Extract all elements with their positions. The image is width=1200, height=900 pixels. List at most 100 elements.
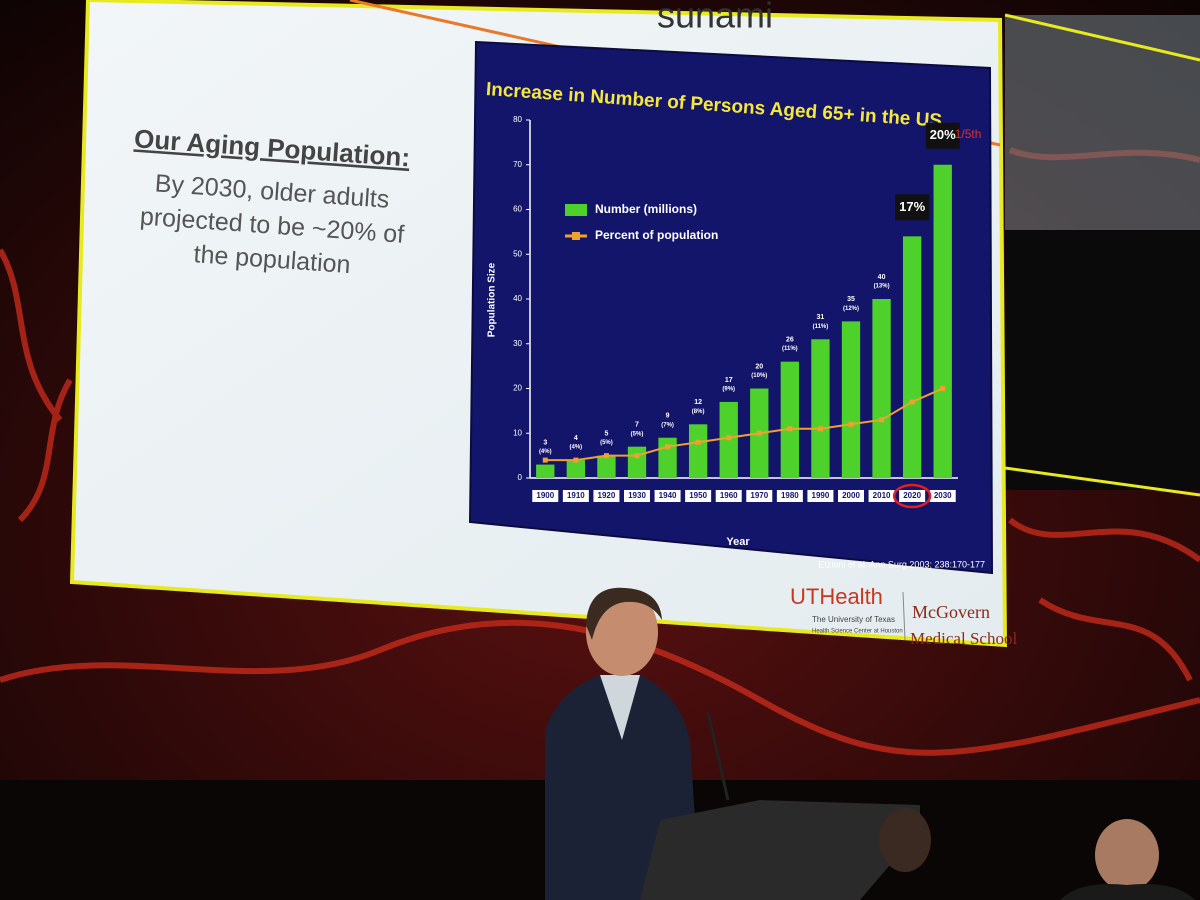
logo-brand: UTHealth xyxy=(790,584,883,609)
x-tick-label: 2010 xyxy=(873,491,891,500)
percent-label: (5%) xyxy=(631,431,644,437)
bar xyxy=(872,299,891,478)
percent-point xyxy=(787,426,793,432)
x-label-box xyxy=(685,490,712,502)
percent-point xyxy=(756,430,762,436)
y-tick-label: 40 xyxy=(513,294,522,303)
percent-point xyxy=(634,453,640,459)
percent-point xyxy=(665,444,671,450)
percent-point xyxy=(695,439,701,445)
logo-line: The University of Texas xyxy=(812,615,895,624)
podium xyxy=(640,800,920,900)
x-label-box xyxy=(776,490,803,502)
slide-title: sunami xyxy=(657,0,773,36)
percent-point xyxy=(848,421,854,427)
bar-value-label: 20 xyxy=(755,363,763,370)
x-tick-label: 1930 xyxy=(628,491,646,500)
bar xyxy=(688,424,708,478)
percent-point xyxy=(940,386,946,391)
side-border xyxy=(1004,466,1200,497)
logo-school: McGovern xyxy=(912,602,990,622)
percent-label: 17% xyxy=(899,199,925,214)
y-tick-label: 80 xyxy=(513,115,522,124)
x-label-box xyxy=(838,490,864,502)
x-label-box xyxy=(868,490,895,502)
x-tick-label: 1910 xyxy=(567,491,585,500)
bar-value-label: 26 xyxy=(786,336,794,343)
percent-label: (10%) xyxy=(751,373,767,379)
percent-label: (5%) xyxy=(600,440,613,446)
y-tick-label: 30 xyxy=(513,339,522,348)
percent-point xyxy=(603,453,609,459)
microphone xyxy=(706,711,730,801)
side-screen xyxy=(1005,15,1200,230)
x-label-box xyxy=(746,490,773,502)
x-axis-label: Year xyxy=(726,536,750,548)
x-tick-label: 1940 xyxy=(659,491,677,500)
percent-box xyxy=(925,122,960,149)
percent-label: (8%) xyxy=(692,409,705,415)
bar-value-label: 17 xyxy=(725,377,733,384)
logo-school: Medical School xyxy=(910,629,1017,648)
bar xyxy=(566,460,586,478)
bar-value-label: 40 xyxy=(878,274,886,281)
bar-value-label: 9 xyxy=(666,413,670,420)
bar-value-label: 3 xyxy=(543,439,547,446)
legend-marker xyxy=(572,232,580,240)
bar xyxy=(658,437,677,478)
x-tick-label: 1960 xyxy=(720,491,738,500)
highlight-circle xyxy=(892,483,932,509)
x-tick-label: 1900 xyxy=(536,491,554,500)
percent-point xyxy=(817,426,823,432)
percent-label: (7%) xyxy=(661,422,674,428)
source: Etzioni et al. Ann Surg 2003; 238:170-17… xyxy=(818,559,985,569)
percent-label: (11%) xyxy=(813,324,829,330)
percent-label: (11%) xyxy=(782,346,798,352)
bar xyxy=(841,321,861,478)
y-axis-label: Population Size xyxy=(487,262,498,337)
x-tick-label: 2030 xyxy=(934,491,952,500)
legend-swatch xyxy=(565,204,587,216)
percent-label: (4%) xyxy=(570,445,583,451)
y-tick-label: 0 xyxy=(518,473,523,482)
x-label-box xyxy=(929,490,956,502)
percent-label: (9%) xyxy=(722,387,735,393)
x-tick-label: 1970 xyxy=(750,491,768,500)
logo-divider xyxy=(902,591,906,641)
x-label-box xyxy=(715,490,742,502)
bar xyxy=(902,236,922,478)
side-border xyxy=(1004,13,1200,62)
chart-panel xyxy=(468,40,994,575)
percent-label: (12%) xyxy=(843,306,859,312)
bar-value-label: 5 xyxy=(604,430,608,437)
bar xyxy=(811,339,830,478)
bar xyxy=(780,361,800,478)
percent-label: (4%) xyxy=(539,449,552,455)
y-tick-label: 20 xyxy=(513,384,522,393)
percent-point xyxy=(879,417,885,423)
percent-point xyxy=(573,457,579,463)
percent-line xyxy=(545,387,944,462)
bar-value-label: 7 xyxy=(635,422,639,429)
bar xyxy=(933,164,952,478)
y-tick-label: 60 xyxy=(513,205,522,214)
legend-label: Percent of population xyxy=(595,228,718,242)
percent-point xyxy=(542,457,548,463)
x-tick-label: 2000 xyxy=(842,491,860,500)
logo-line: Health Science Center at Houston xyxy=(812,629,903,635)
legend-label: Number (millions) xyxy=(595,202,697,216)
x-label-box xyxy=(654,490,681,502)
y-tick-label: 10 xyxy=(513,428,522,437)
percent-label: (13%) xyxy=(874,284,890,290)
bar-value-label: 35 xyxy=(847,296,855,303)
percent-point xyxy=(726,435,732,441)
audience xyxy=(879,808,1195,900)
y-tick-label: 70 xyxy=(513,160,522,169)
x-tick-label: 1990 xyxy=(812,491,830,500)
percent-point xyxy=(909,399,915,405)
x-tick-label: 1920 xyxy=(598,491,616,500)
x-label-box xyxy=(807,490,834,502)
percent-label: 20% xyxy=(930,127,956,142)
y-tick-label: 50 xyxy=(513,249,522,258)
